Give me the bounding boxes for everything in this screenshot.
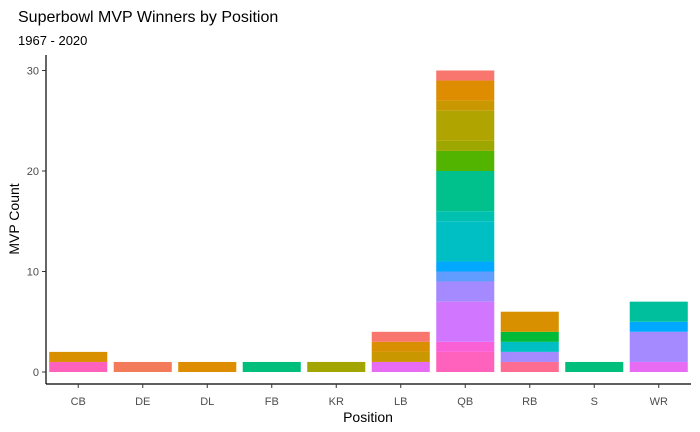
bar-segment-wr-1: [629, 361, 688, 372]
x-axis-title: Position: [343, 409, 393, 425]
bar-segment-wr-4: [629, 301, 688, 322]
y-tick-label-30: 30: [27, 66, 39, 78]
bar-segment-lb-3: [371, 341, 430, 352]
bar-segment-lb-4: [371, 331, 430, 342]
x-ticks-group: CB DE DL FB KR LB QB RB S WR: [71, 384, 668, 408]
bar-segment-qb-12: [436, 110, 495, 141]
bar-segment-rb-2: [500, 351, 559, 362]
bar-segment-qb-14: [436, 80, 495, 101]
bar-segment-qb-7: [436, 221, 495, 262]
x-tick-label-qb: QB: [457, 396, 473, 408]
x-tick-label-lb: LB: [394, 396, 407, 408]
bar-segment-rb-4: [500, 331, 559, 342]
y-tick-label-20: 20: [27, 166, 39, 178]
x-tick-label-s: S: [591, 396, 598, 408]
y-tick-label-10: 10: [27, 267, 39, 279]
x-tick-label-dl: DL: [200, 396, 214, 408]
bar-segment-qb-9: [436, 171, 495, 212]
y-axis-title: MVP Count: [6, 183, 22, 254]
bar-segment-qb-3: [436, 301, 495, 342]
bars-group: [49, 70, 688, 372]
bar-segment-rb-3: [500, 341, 559, 352]
bar-segment-dl-1: [178, 361, 237, 372]
bar-segment-lb-2: [371, 351, 430, 362]
bar-segment-qb-13: [436, 100, 495, 111]
bar-segment-rb-1: [500, 361, 559, 372]
bar-segment-qb-8: [436, 211, 495, 222]
bar-segment-qb-11: [436, 140, 495, 151]
bar-segment-cb-1: [49, 361, 108, 372]
bar-segment-qb-4: [436, 281, 495, 302]
x-tick-label-wr: WR: [650, 396, 668, 408]
bar-segment-qb-1: [436, 351, 495, 372]
bar-segment-wr-2: [629, 331, 688, 362]
bar-segment-lb-1: [371, 361, 430, 372]
x-tick-label-kr: KR: [329, 396, 344, 408]
bar-segment-qb-10: [436, 150, 495, 171]
bar-segment-cb-2: [49, 351, 108, 362]
bar-segment-kr-1: [307, 361, 366, 372]
x-tick-label-de: DE: [135, 396, 150, 408]
bar-segment-qb-6: [436, 261, 495, 272]
y-ticks-group: 0 10 20 30: [27, 66, 46, 379]
bar-segment-s-1: [565, 361, 624, 372]
x-tick-label-fb: FB: [265, 396, 279, 408]
y-tick-label-0: 0: [33, 367, 39, 379]
chart-title: Superbowl MVP Winners by Position: [18, 9, 278, 26]
chart-subtitle: 1967 - 2020: [18, 33, 87, 48]
bar-segment-qb-15: [436, 70, 495, 81]
bar-segment-wr-3: [629, 321, 688, 332]
bar-segment-fb-1: [242, 361, 301, 372]
bar-segment-qb-5: [436, 271, 495, 282]
x-tick-label-rb: RB: [522, 396, 537, 408]
bar-segment-de-1: [113, 361, 172, 372]
bar-segment-rb-5: [500, 311, 559, 332]
bar-segment-qb-2: [436, 341, 495, 352]
x-tick-label-cb: CB: [71, 396, 86, 408]
